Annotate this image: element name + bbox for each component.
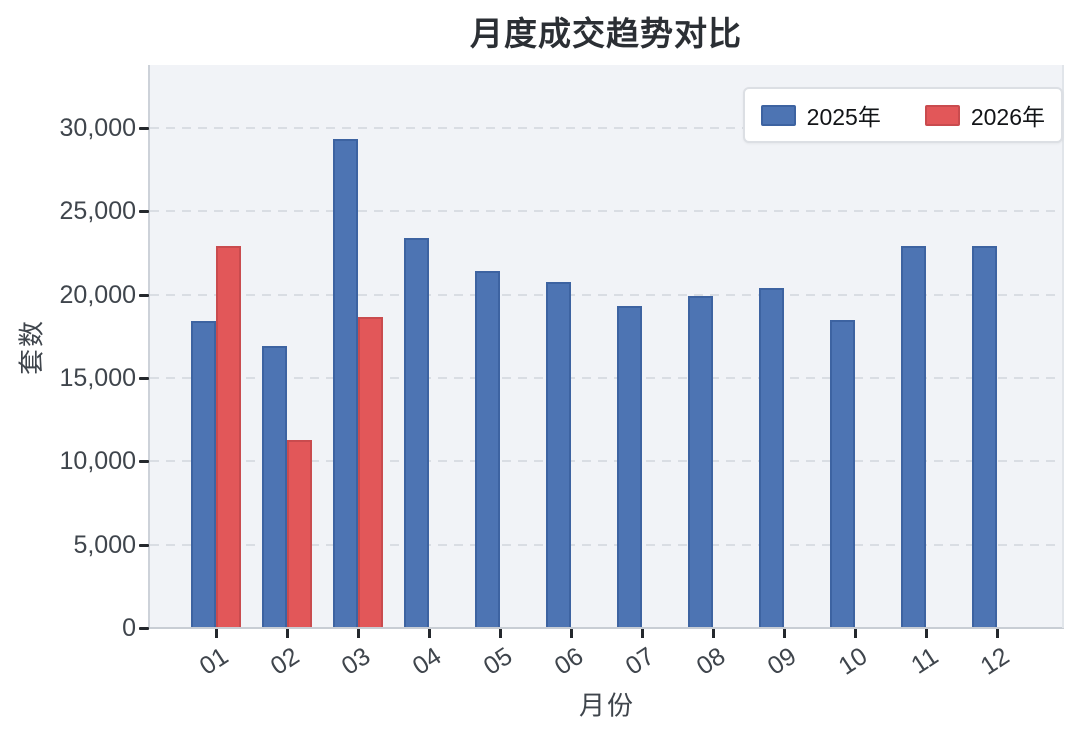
bar-2025年-02 bbox=[262, 346, 287, 628]
bar-2026年-02 bbox=[287, 439, 312, 628]
bar-2025年-08 bbox=[688, 296, 713, 628]
legend: 2025年 2026年 bbox=[742, 87, 1063, 143]
x-tick-mark-06 bbox=[570, 629, 573, 638]
x-tick-label-08: 08 bbox=[691, 642, 731, 681]
y-axis-spine bbox=[148, 65, 150, 628]
legend-swatch-2026 bbox=[924, 104, 960, 126]
chart-title: 月度成交趋势对比 bbox=[470, 15, 742, 52]
x-tick-label-05: 05 bbox=[478, 642, 518, 681]
x-tick-mark-09 bbox=[783, 629, 786, 638]
y-tick-mark-25000 bbox=[139, 210, 149, 214]
x-tick-label-12: 12 bbox=[975, 642, 1015, 681]
x-tick-mark-08 bbox=[712, 629, 715, 638]
x-tick-label-04: 04 bbox=[407, 642, 447, 681]
y-axis-title: 套数 bbox=[16, 318, 47, 376]
bar-2025年-11 bbox=[901, 246, 926, 628]
gridline-30000 bbox=[150, 127, 1063, 129]
bar-2025年-10 bbox=[830, 319, 855, 628]
gridline-15000 bbox=[150, 377, 1063, 379]
x-axis-spine bbox=[148, 627, 1064, 629]
y-tick-label-15000: 15,000 bbox=[59, 364, 136, 392]
x-axis-title: 月份 bbox=[578, 690, 636, 721]
bar-2025年-07 bbox=[617, 306, 642, 628]
legend-swatch-2025 bbox=[760, 104, 796, 126]
right-spine bbox=[1062, 65, 1064, 628]
y-tick-mark-0 bbox=[139, 627, 149, 630]
y-tick-label-25000: 25,000 bbox=[59, 197, 136, 226]
bar-2026年-03 bbox=[358, 317, 383, 628]
y-tick-mark-20000 bbox=[139, 293, 149, 297]
x-tick-mark-03 bbox=[357, 629, 360, 638]
y-tick-label-30000: 30,000 bbox=[59, 114, 136, 142]
x-tick-mark-02 bbox=[286, 629, 289, 638]
bar-2025年-03 bbox=[333, 138, 358, 628]
bar-2025年-12 bbox=[972, 246, 997, 628]
y-tick-mark-30000 bbox=[139, 127, 149, 130]
x-tick-mark-01 bbox=[215, 629, 218, 638]
bar-2025年-04 bbox=[404, 238, 429, 628]
y-tick-label-5000: 5,000 bbox=[73, 530, 136, 559]
legend-item-2026: 2026年 bbox=[924, 98, 1045, 132]
bar-2025年-06 bbox=[546, 282, 571, 628]
x-tick-label-03: 03 bbox=[336, 642, 376, 681]
legend-label-2025: 2025年 bbox=[806, 104, 881, 130]
y-tick-label-20000: 20,000 bbox=[59, 280, 136, 309]
x-tick-label-10: 10 bbox=[833, 642, 873, 681]
legend-label-2026: 2026年 bbox=[970, 104, 1045, 130]
x-tick-mark-10 bbox=[854, 629, 857, 638]
y-tick-label-10000: 10,000 bbox=[59, 447, 136, 476]
x-tick-mark-11 bbox=[925, 629, 928, 638]
gridline-10000 bbox=[150, 460, 1063, 463]
bar-2025年-09 bbox=[759, 288, 784, 628]
x-tick-label-01: 01 bbox=[194, 642, 234, 681]
x-tick-mark-04 bbox=[428, 629, 431, 638]
bar-2025年-01 bbox=[191, 321, 216, 628]
plot-area bbox=[150, 65, 1063, 628]
bar-2025年-05 bbox=[475, 271, 500, 628]
y-tick-label-0: 0 bbox=[122, 614, 136, 642]
y-tick-mark-5000 bbox=[139, 543, 149, 547]
x-tick-mark-05 bbox=[499, 629, 502, 638]
x-tick-label-02: 02 bbox=[265, 642, 305, 681]
x-tick-mark-07 bbox=[641, 629, 644, 638]
y-tick-mark-15000 bbox=[139, 377, 149, 380]
x-tick-label-09: 09 bbox=[762, 642, 802, 681]
bar-2026年-01 bbox=[216, 246, 241, 628]
gridline-25000 bbox=[150, 210, 1063, 213]
x-tick-label-11: 11 bbox=[906, 642, 944, 680]
gridline-20000 bbox=[150, 293, 1063, 296]
legend-item-2025: 2025年 bbox=[760, 98, 881, 132]
y-tick-mark-10000 bbox=[139, 460, 149, 464]
gridline-5000 bbox=[150, 543, 1063, 546]
x-tick-mark-12 bbox=[996, 629, 999, 638]
